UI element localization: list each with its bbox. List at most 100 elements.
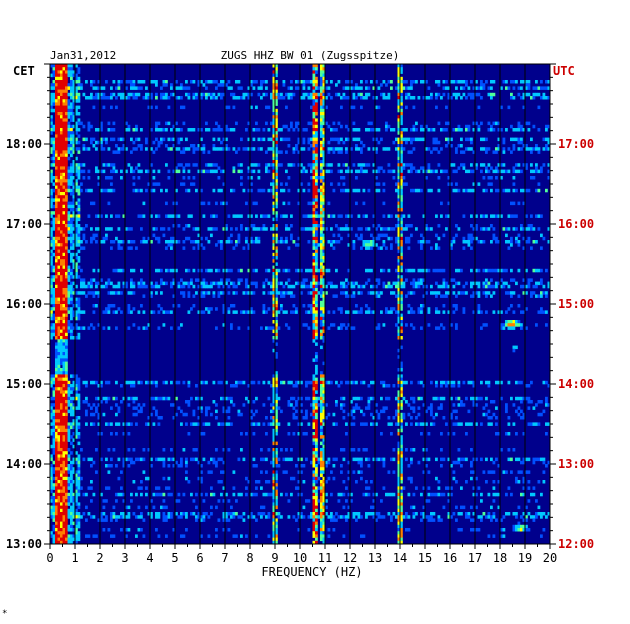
spectrogram-cell: [490, 214, 493, 218]
spectrogram-cell: [362, 284, 366, 289]
spectrogram-cell: [57, 96, 61, 100]
spectrogram-cell: [315, 406, 318, 410]
spectrogram-cell: [182, 86, 186, 90]
spectrogram-cell: [472, 291, 476, 295]
spectrogram-cell: [110, 86, 113, 90]
spectrogram-cell: [252, 147, 256, 151]
spectrogram-cell: [197, 83, 201, 87]
spectrogram-cell: [535, 188, 538, 193]
spectrogram-cell: [70, 425, 73, 430]
spectrogram-cell: [322, 220, 326, 225]
spectrogram-cell: [322, 265, 326, 270]
spectrogram-cell: [62, 323, 66, 327]
spectrogram-cell: [65, 300, 68, 305]
spectrogram-cell: [322, 105, 326, 110]
spectrogram-cell: [377, 224, 381, 228]
spectrogram-cell: [55, 352, 58, 356]
spectrogram-cell: [87, 214, 91, 218]
spectrogram-cell: [530, 96, 533, 100]
spectrogram-cell: [125, 86, 128, 90]
spectrogram-cell: [527, 80, 531, 84]
spectrogram-cell: [65, 288, 68, 292]
spectrogram-cell: [55, 297, 58, 302]
spectrogram-cell: [277, 128, 281, 132]
spectrogram-cell: [547, 281, 551, 286]
spectrogram-cell: [217, 176, 221, 180]
spectrogram-cell: [212, 147, 216, 151]
spectrogram-cell: [210, 412, 213, 417]
spectrogram-cell: [362, 188, 366, 193]
spectrogram-cell: [517, 380, 521, 385]
spectrogram-cell: [272, 128, 276, 132]
spectrogram-cell: [370, 128, 373, 132]
spectrogram-cell: [302, 80, 306, 84]
spectrogram-cell: [360, 163, 363, 167]
spectrogram-cell: [222, 396, 226, 401]
spectrogram-cell: [400, 153, 403, 158]
spectrogram-cell: [57, 227, 61, 231]
spectrogram-cell: [335, 403, 338, 407]
spectrogram-cell: [75, 377, 78, 382]
spectrogram-cell: [315, 134, 318, 138]
spectrogram-cell: [272, 396, 276, 401]
spectrogram-cell: [317, 396, 321, 401]
spectrogram-cell: [85, 412, 88, 417]
spectrogram-cell: [177, 281, 181, 286]
spectrogram-cell: [370, 80, 373, 84]
spectrogram-cell: [490, 128, 493, 132]
spectrogram-cell: [70, 316, 73, 321]
spectrogram-cell: [192, 422, 196, 426]
spectrogram-cell: [72, 281, 76, 286]
spectrogram-cell: [487, 92, 491, 97]
spectrogram-cell: [70, 83, 73, 87]
spectrogram-cell: [322, 240, 326, 244]
spectrogram-cell: [322, 134, 326, 138]
spectrogram-cell: [187, 380, 191, 385]
spectrogram-cell: [52, 80, 56, 84]
spectrogram-cell: [50, 281, 53, 286]
spectrogram-cell: [372, 380, 376, 385]
spectrogram-cell: [322, 243, 326, 247]
spectrogram-cell: [305, 169, 308, 174]
spectrogram-cell: [57, 64, 61, 68]
spectrogram-cell: [282, 137, 286, 142]
spectrogram-cell: [310, 166, 313, 170]
spectrogram-cell: [170, 236, 173, 241]
spectrogram-cell: [522, 416, 526, 420]
spectrogram-cell: [302, 284, 306, 289]
spectrogram-cell: [217, 188, 221, 193]
spectrogram-cell: [377, 86, 381, 90]
spectrogram-cell: [170, 326, 173, 330]
spectrogram-cell: [65, 281, 68, 286]
spectrogram-cell: [277, 281, 281, 286]
spectrogram-cell: [502, 326, 506, 330]
spectrogram-cell: [470, 236, 473, 241]
spectrogram-cell: [352, 86, 356, 90]
spectrogram-cell: [320, 131, 323, 135]
spectrogram-cell: [407, 150, 411, 154]
spectrogram-cell: [320, 115, 323, 119]
spectrogram-cell: [440, 268, 443, 273]
spectrogram-cell: [132, 188, 136, 193]
spectrogram-cell: [57, 246, 61, 250]
spectrogram-cell: [240, 227, 243, 231]
spectrogram-cell: [317, 268, 321, 273]
spectrogram-cell: [227, 214, 231, 218]
spectrogram-cell: [57, 275, 61, 279]
spectrogram-cell: [312, 70, 316, 74]
spectrogram-cell: [50, 297, 53, 302]
spectrogram-cell: [482, 284, 486, 289]
spectrogram-cell: [455, 304, 458, 308]
spectrogram-cell: [525, 163, 528, 167]
spectrogram-cell: [440, 128, 443, 132]
spectrogram-cell: [272, 176, 276, 180]
spectrogram-cell: [262, 284, 266, 289]
spectrogram-cell: [305, 268, 308, 273]
spectrogram-cell: [520, 326, 523, 330]
spectrogram-cell: [57, 179, 61, 183]
spectrogram-cell: [400, 137, 403, 142]
spectrogram-cell: [397, 188, 401, 193]
spectrogram-cell: [200, 294, 203, 298]
spectrogram-cell: [320, 416, 323, 420]
spectrogram-cell: [102, 86, 106, 90]
